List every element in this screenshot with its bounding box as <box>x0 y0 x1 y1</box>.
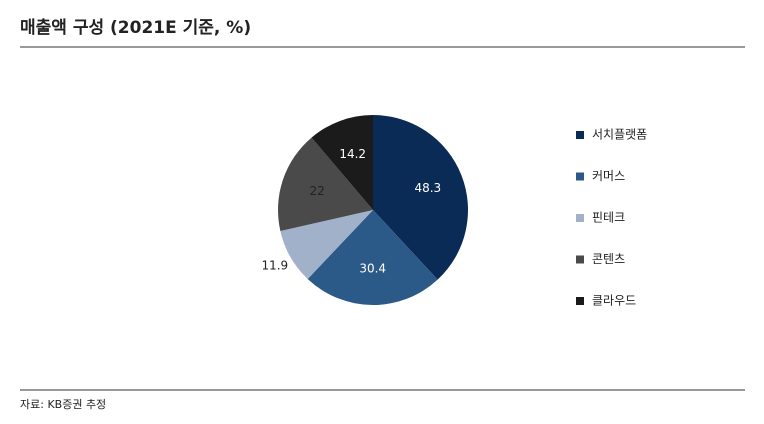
pie-slice <box>373 115 469 280</box>
legend-swatch <box>576 297 584 305</box>
data-label: 22 <box>309 184 324 198</box>
legend-label: 서치플랫폼 <box>592 128 647 142</box>
pie-slice <box>311 115 373 210</box>
legend-label: 클라우드 <box>592 294 636 308</box>
pie-slice <box>307 210 438 306</box>
legend-swatch <box>576 214 584 222</box>
data-label: 48.3 <box>414 181 441 195</box>
legend-swatch <box>576 131 584 139</box>
data-label: 11.9 <box>261 258 288 272</box>
data-label: 30.4 <box>359 261 386 275</box>
pie-slice <box>278 137 373 232</box>
chart-title: 매출액 구성 (2021E 기준, %) <box>20 18 251 38</box>
legend-label: 콘텐츠 <box>592 252 625 266</box>
legend-label: 커머스 <box>592 169 625 183</box>
legend-label: 핀테크 <box>592 211 625 225</box>
legend-swatch <box>576 172 584 181</box>
pie-slice <box>280 210 373 279</box>
legend-swatch <box>576 255 584 264</box>
data-label: 14.2 <box>339 147 366 161</box>
source-note: 자료: KB증권 추정 <box>20 398 106 411</box>
